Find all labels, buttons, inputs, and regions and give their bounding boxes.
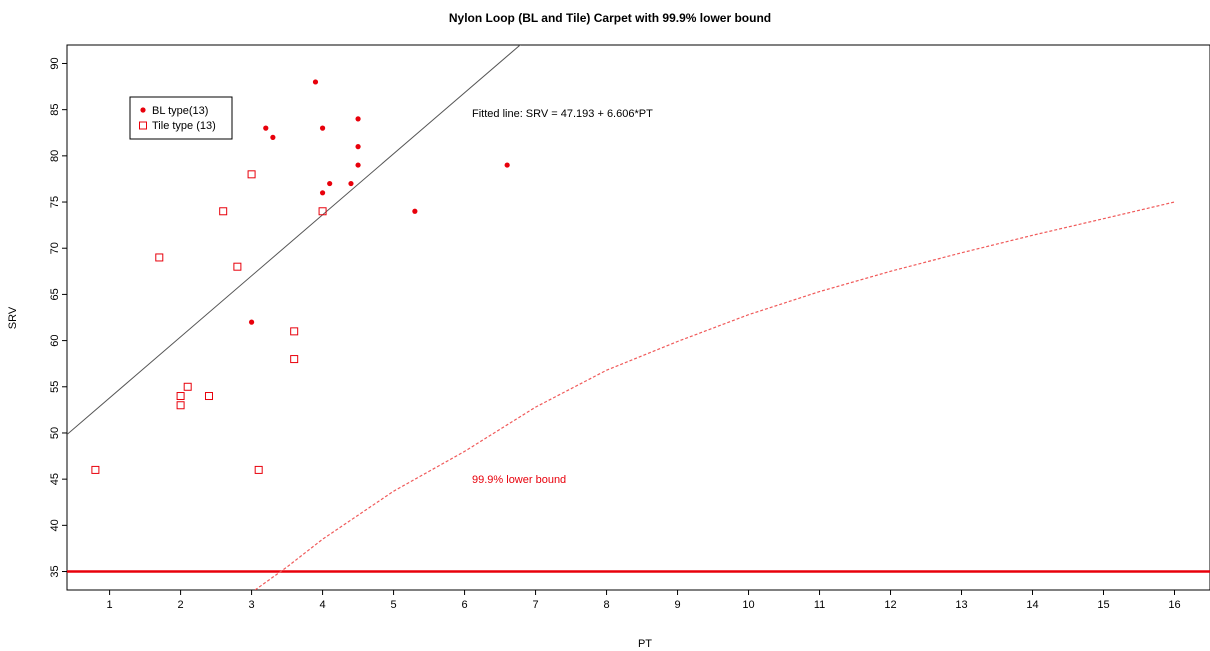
- tile-type-point: [176, 392, 185, 401]
- legend: BL type(13) Tile type (13): [129, 96, 233, 140]
- y-tick-label: 70: [49, 242, 61, 254]
- legend-marker-tile: [139, 121, 147, 130]
- plot-frame: [66, 44, 1210, 591]
- x-tick-label: 2: [178, 599, 184, 611]
- y-tick-label: 55: [49, 381, 61, 393]
- tile-type-point: [254, 465, 263, 474]
- y-tick-label: 60: [49, 334, 61, 346]
- tile-type-point: [176, 401, 185, 410]
- y-tick-label: 35: [49, 565, 61, 577]
- tile-type-point: [318, 207, 327, 216]
- x-tick-label: 8: [603, 599, 609, 611]
- tile-type-point: [219, 207, 228, 216]
- x-tick-label: 14: [1026, 599, 1038, 611]
- x-tick-label: 4: [320, 599, 326, 611]
- y-tick-label: 75: [49, 196, 61, 208]
- tile-type-point: [233, 262, 242, 271]
- tile-type-point: [183, 382, 192, 391]
- fitted-line-label: Fitted line: SRV = 47.193 + 6.606*PT: [472, 108, 653, 120]
- y-tick-label: 90: [49, 57, 61, 69]
- x-axis-label: PT: [638, 638, 652, 650]
- x-tick-label: 10: [742, 599, 754, 611]
- y-axis-label: SRV: [7, 306, 19, 329]
- tile-type-point: [155, 253, 164, 262]
- bl-type-point: [412, 208, 418, 214]
- y-tick-label: 45: [49, 473, 61, 485]
- fitted-line: [67, 45, 521, 435]
- lower-bound-label: 99.9% lower bound: [472, 474, 566, 486]
- bl-type-point: [270, 134, 276, 140]
- bl-type-point: [355, 144, 361, 150]
- bl-type-point: [355, 116, 361, 122]
- bl-type-point: [327, 180, 333, 187]
- bl-type-point: [319, 190, 326, 196]
- bl-type-point: [263, 125, 269, 131]
- bl-type-point: [355, 162, 361, 168]
- legend-label-bl: BL type(13): [152, 105, 208, 117]
- bl-type-point: [348, 180, 354, 187]
- x-tick-label: 3: [249, 599, 255, 611]
- x-tick-label: 12: [884, 599, 896, 611]
- x-tick-label: 16: [1168, 599, 1180, 611]
- x-tick-label: 9: [674, 599, 680, 611]
- x-tick-label: 15: [1097, 599, 1109, 611]
- tile-type-point: [290, 355, 299, 364]
- x-tick-label: 11: [814, 599, 825, 611]
- tile-type-point: [290, 327, 299, 336]
- tile-type-point: [204, 392, 213, 401]
- legend-marker-bl: [140, 107, 146, 113]
- legend-box: [129, 96, 233, 140]
- y-tick-label: 40: [49, 519, 61, 531]
- y-tick-label: 65: [49, 288, 61, 300]
- tile-type-point: [247, 170, 256, 179]
- points-layer: [91, 79, 510, 474]
- legend-label-tile: Tile type (13): [152, 120, 216, 132]
- lines-layer: [67, 45, 1210, 590]
- x-tick-label: 1: [107, 599, 113, 611]
- chart-title: Nylon Loop (BL and Tile) Carpet with 99.…: [449, 11, 771, 25]
- bl-type-point: [319, 125, 326, 131]
- bl-type-point: [248, 319, 255, 325]
- y-tick-label: 85: [49, 104, 61, 116]
- tile-type-point: [91, 465, 100, 474]
- y-axis: 35 40 45 50 55 60 65 70 75 80 85 90: [49, 57, 67, 578]
- x-tick-label: 7: [532, 599, 538, 611]
- x-axis: 1 2 3 4 5 6 7 8 9 10 11 12 13 14 15 16: [107, 590, 1181, 611]
- x-tick-label: 6: [462, 599, 468, 611]
- bl-type-point: [504, 162, 510, 168]
- y-tick-label: 50: [49, 427, 61, 439]
- y-tick-label: 80: [49, 150, 61, 162]
- x-tick-label: 13: [955, 599, 967, 611]
- x-tick-label: 5: [391, 599, 397, 611]
- lower-bound-curve: [254, 201, 1175, 590]
- bl-type-point: [312, 79, 319, 85]
